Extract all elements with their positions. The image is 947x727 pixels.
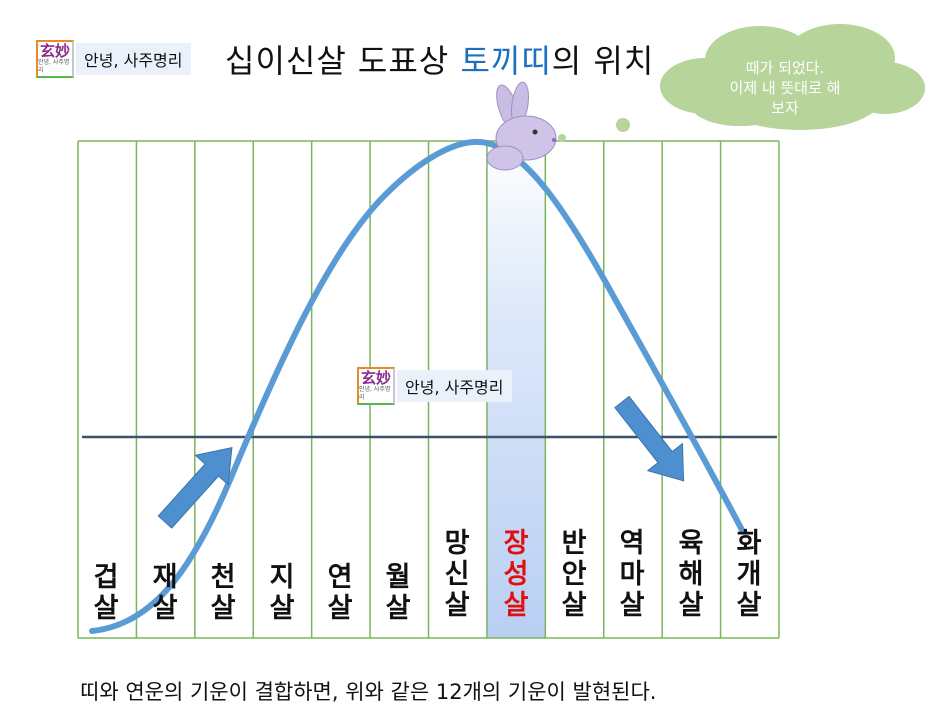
- rabbit-icon: [486, 81, 557, 171]
- watermark-top: 玄妙 안녕, 사주명리 안녕, 사주명리: [36, 40, 191, 78]
- title-part1: 십이신살 도표상: [225, 42, 461, 80]
- title-highlight: 토끼띠: [460, 42, 552, 80]
- logo-icon: 玄妙 안녕, 사주명리: [357, 367, 395, 405]
- caption: 띠와 연운의 기운이 결합하면, 위와 같은 12개의 기운이 발현된다.: [80, 680, 657, 704]
- grid-lines: [77, 140, 780, 639]
- bubble-line: 이제 내 뜻대로 해: [729, 79, 841, 97]
- title-part2: 의 위치: [551, 42, 655, 80]
- bubble-line: 때가 되었다.: [745, 59, 825, 77]
- bubble-line: 보자: [771, 99, 799, 117]
- watermark-label: 안녕, 사주명리: [397, 370, 512, 402]
- down-arrow-icon: [614, 395, 685, 482]
- up-arrow-icon: [157, 447, 233, 529]
- page-title: 십이신살 도표상 토끼띠의 위치: [225, 36, 654, 82]
- watermark-middle: 玄妙 안녕, 사주명리 안녕, 사주명리: [357, 367, 512, 405]
- thought-bubble: [558, 24, 925, 142]
- bubble-text: 때가 되었다. 이제 내 뜻대로 해 보자: [700, 58, 870, 118]
- logo-icon: 玄妙 안녕, 사주명리: [36, 40, 74, 78]
- watermark-label: 안녕, 사주명리: [76, 43, 191, 75]
- fortune-curve: [89, 138, 745, 634]
